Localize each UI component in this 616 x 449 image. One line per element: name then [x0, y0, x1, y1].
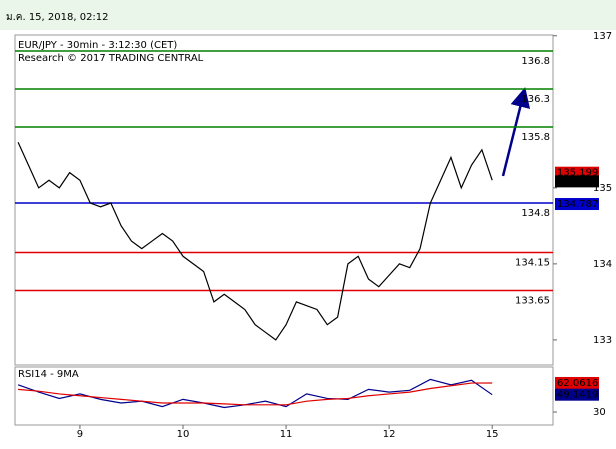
value-tag-label: 135.085 [557, 176, 598, 187]
x-tick-label: 10 [177, 429, 190, 440]
y-tick-label: 134 [593, 259, 612, 270]
y-tick-label: 135 [593, 183, 612, 194]
x-tick-label: 11 [280, 429, 293, 440]
y-tick-label: 133 [593, 335, 612, 346]
x-tick-label: 12 [383, 429, 396, 440]
rsi-title: RSI14 - 9MA [18, 369, 79, 380]
x-tick-label: 15 [486, 429, 499, 440]
x-tick-label: 9 [77, 429, 83, 440]
chart-title: EUR/JPY - 30min - 3:12:30 (CET) [18, 40, 177, 51]
level-label: 134.8 [521, 208, 550, 219]
level-label: 135.8 [521, 132, 550, 143]
value-tag [555, 388, 599, 401]
value-tag-label: 134.787 [557, 199, 598, 210]
series-line [17, 141, 493, 341]
value-tag-label: 49.1419 [557, 390, 598, 401]
value-tag-label: 135.199 [557, 168, 598, 179]
header-bar [0, 0, 616, 30]
rsi-panel [14, 366, 554, 426]
level-label: 133.65 [515, 295, 550, 306]
timestamp: ม.ค. 15, 2018, 02:12 [6, 12, 109, 23]
value-tag [555, 198, 599, 211]
main-panel [14, 34, 554, 366]
series-line [18, 382, 493, 406]
y-tick-label: 137 [593, 31, 612, 42]
level-label: 134.15 [515, 257, 550, 268]
level-label: 136.8 [521, 56, 550, 67]
chart-subtitle: Research © 2017 TRADING CENTRAL [18, 53, 204, 64]
y-tick-label: 30 [593, 407, 606, 418]
series-line [17, 378, 493, 409]
value-tag [555, 175, 599, 188]
arrow [501, 87, 531, 177]
level-label: 136.3 [521, 94, 550, 105]
value-tag [555, 376, 599, 389]
value-tag-label: 62.0616 [557, 378, 598, 389]
